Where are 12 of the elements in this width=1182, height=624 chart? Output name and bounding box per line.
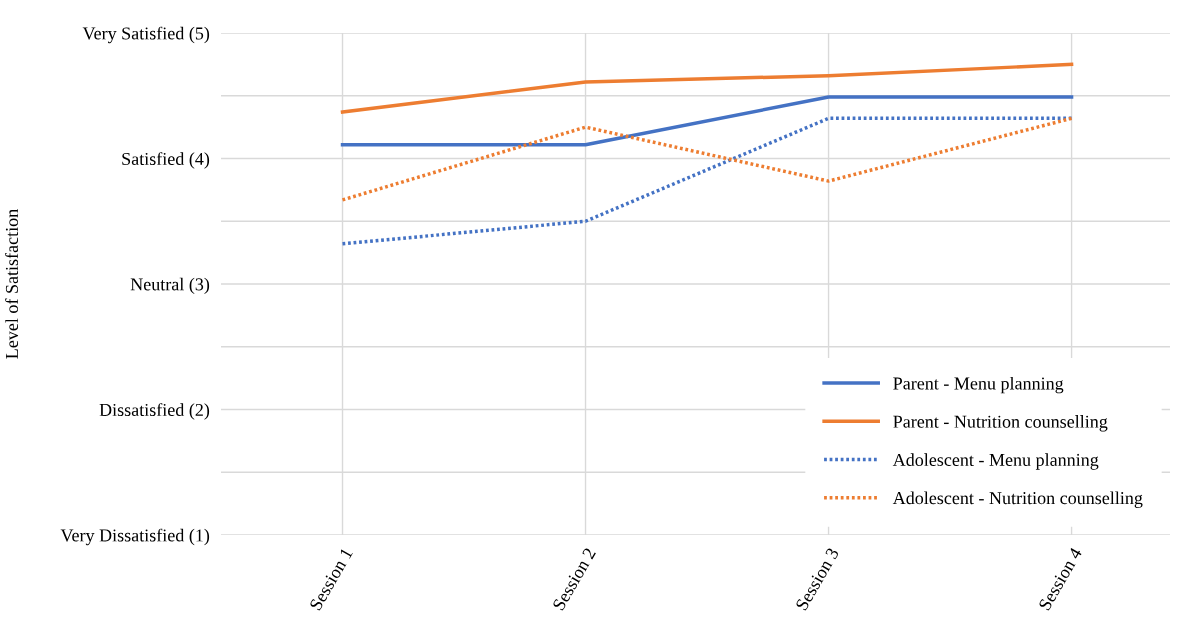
- line-series: [340, 116, 1074, 202]
- y-tick-label: Very Satisfied (5): [82, 26, 210, 44]
- y-tick-label: Satisfied (4): [122, 152, 210, 169]
- legend-label: Adolescent - Nutrition counselling: [892, 491, 1143, 508]
- y-tick-label: Neutral (3): [130, 277, 210, 295]
- y-tick-label: Very Dissatisfied (1): [60, 528, 210, 546]
- legend-label: Parent - Nutrition counselling: [893, 415, 1108, 432]
- y-axis-title: Level of Satisfaction: [5, 209, 19, 359]
- y-tick-label: Dissatisfied (2): [99, 403, 210, 420]
- legend-label: Parent - Menu planning: [893, 376, 1064, 394]
- line-series: [340, 62, 1074, 114]
- legend-label: Adolescent - Menu planning: [892, 453, 1099, 470]
